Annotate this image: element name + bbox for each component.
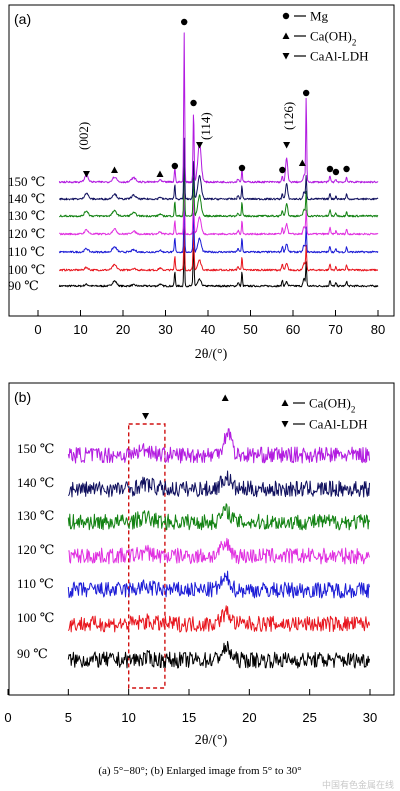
figure-caption: (a) 5°−80°; (b) Enlarged image from 5° t… xyxy=(98,765,302,777)
panel-a-series-label: 110 ℃ xyxy=(8,244,45,259)
peak-marker xyxy=(171,162,179,170)
panel-a-x-axis-label: 2θ/(°) xyxy=(195,347,228,362)
panel-b-label: (b) xyxy=(14,389,31,405)
peak-marker xyxy=(196,142,203,149)
panel-a-x-axis: 0 10 20 30 40 50 60 70 80 xyxy=(34,310,385,337)
panel-b: (b) Ca(OH)2 CaAl-LDH 90 ℃ 100 ℃ 110 ℃ 120 ℃ 1… xyxy=(4,382,395,748)
panel-b-x-axis-label: 2θ/(°) xyxy=(195,733,228,748)
legend-marker xyxy=(282,32,290,39)
panel-b-legend: Ca(OH)2 CaAl-LDH xyxy=(281,396,368,432)
panel-a-series-label: 150 ℃ xyxy=(8,174,45,189)
peak-marker xyxy=(302,89,310,97)
panel-b-x-axis: 0 5 10 15 20 25 30 xyxy=(4,689,377,725)
x-tick-label: 0 xyxy=(4,710,11,725)
x-tick-label: 10 xyxy=(121,710,135,725)
x-tick-label: 5 xyxy=(65,710,72,725)
panel-b-series-group xyxy=(67,428,370,669)
panel-b-peak-markers xyxy=(142,394,229,420)
x-tick-label: 40 xyxy=(201,322,215,337)
panel-a-series-line xyxy=(58,159,379,218)
peak-marker xyxy=(190,99,197,107)
panel-b-series-line xyxy=(68,537,370,565)
legend-label: CaAl-LDH xyxy=(309,417,368,432)
panel-b-series-label: 150 ℃ xyxy=(17,441,54,456)
panel-a-series-line xyxy=(58,32,379,184)
peak-marker xyxy=(279,166,286,174)
panel-a-series-line xyxy=(58,245,379,288)
x-tick-label: 30 xyxy=(158,322,172,337)
panel-a-series-line xyxy=(58,181,379,236)
annot-002: (002) xyxy=(76,122,91,150)
panel-a-peak-markers xyxy=(82,18,350,178)
panel-b-series-label: 130 ℃ xyxy=(17,508,54,523)
panel-a-series-label: 120 ℃ xyxy=(8,226,45,241)
x-tick-label: 20 xyxy=(242,710,256,725)
peak-marker xyxy=(156,170,164,177)
panel-b-series-line xyxy=(67,428,370,464)
x-tick-label: 80 xyxy=(371,322,385,337)
peak-marker xyxy=(181,18,188,26)
panel-b-frame xyxy=(8,382,395,696)
panel-a-series-label: 100 ℃ xyxy=(8,262,45,277)
panel-b-series-label: 140 ℃ xyxy=(17,475,54,490)
peak-marker xyxy=(82,171,90,178)
annot-126: (126) xyxy=(281,102,296,130)
panel-b-series-label: 100 ℃ xyxy=(17,610,54,625)
panel-a-series-line xyxy=(58,204,379,254)
panel-b-series-labels: 90 ℃ 100 ℃ 110 ℃ 120 ℃ 130 ℃ 140 ℃ 150 ℃ xyxy=(17,441,54,661)
panel-b-series-line xyxy=(67,470,370,498)
panel-a-series-line xyxy=(59,225,378,272)
peak-marker xyxy=(298,159,306,166)
x-tick-label: 15 xyxy=(182,710,196,725)
panel-b-series-line xyxy=(67,570,370,599)
peak-marker xyxy=(332,168,340,176)
panel-b-series-label: 110 ℃ xyxy=(17,576,54,591)
annot-114: (114) xyxy=(198,112,213,140)
x-tick-label: 20 xyxy=(116,322,130,337)
legend-marker xyxy=(281,421,289,428)
panel-a-label: (a) xyxy=(14,11,31,27)
legend-label: CaAl-LDH xyxy=(310,49,369,64)
x-tick-label: 50 xyxy=(243,322,257,337)
x-tick-label: 10 xyxy=(73,322,87,337)
panel-a-series-label: 130 ℃ xyxy=(8,208,45,223)
panel-a-series-label: 90 ℃ xyxy=(8,278,39,293)
x-tick-label: 25 xyxy=(302,710,316,725)
peak-marker xyxy=(283,142,291,149)
panel-a-frame xyxy=(8,4,395,317)
x-tick-label: 60 xyxy=(286,322,300,337)
peak-marker xyxy=(221,394,229,401)
panel-a-series-line xyxy=(58,137,379,201)
panel-b-series-label: 90 ℃ xyxy=(17,646,48,661)
legend-label: Ca(OH)2 xyxy=(310,29,356,48)
panel-b-series-line xyxy=(67,640,370,669)
panel-b-series-label: 120 ℃ xyxy=(17,542,54,557)
legend-label: Ca(OH)2 xyxy=(309,396,355,415)
peak-marker xyxy=(343,165,350,173)
panel-b-series-line xyxy=(67,605,370,633)
panel-a-series-group xyxy=(58,32,379,288)
peak-marker xyxy=(238,164,246,172)
legend-marker xyxy=(282,53,290,60)
peak-marker xyxy=(111,166,118,173)
panel-b-series-line xyxy=(67,503,370,531)
peak-marker xyxy=(326,165,334,173)
panel-a-series-label: 140 ℃ xyxy=(8,191,45,206)
highlight-box xyxy=(127,423,166,689)
legend-label: Mg xyxy=(310,9,329,24)
x-tick-label: 0 xyxy=(34,322,41,337)
x-tick-label: 70 xyxy=(328,322,342,337)
legend-marker xyxy=(281,399,289,406)
peak-marker xyxy=(142,413,150,420)
watermark-text: 中国有色金属在线 xyxy=(321,781,394,791)
legend-marker xyxy=(282,12,290,20)
x-tick-label: 30 xyxy=(363,710,377,725)
